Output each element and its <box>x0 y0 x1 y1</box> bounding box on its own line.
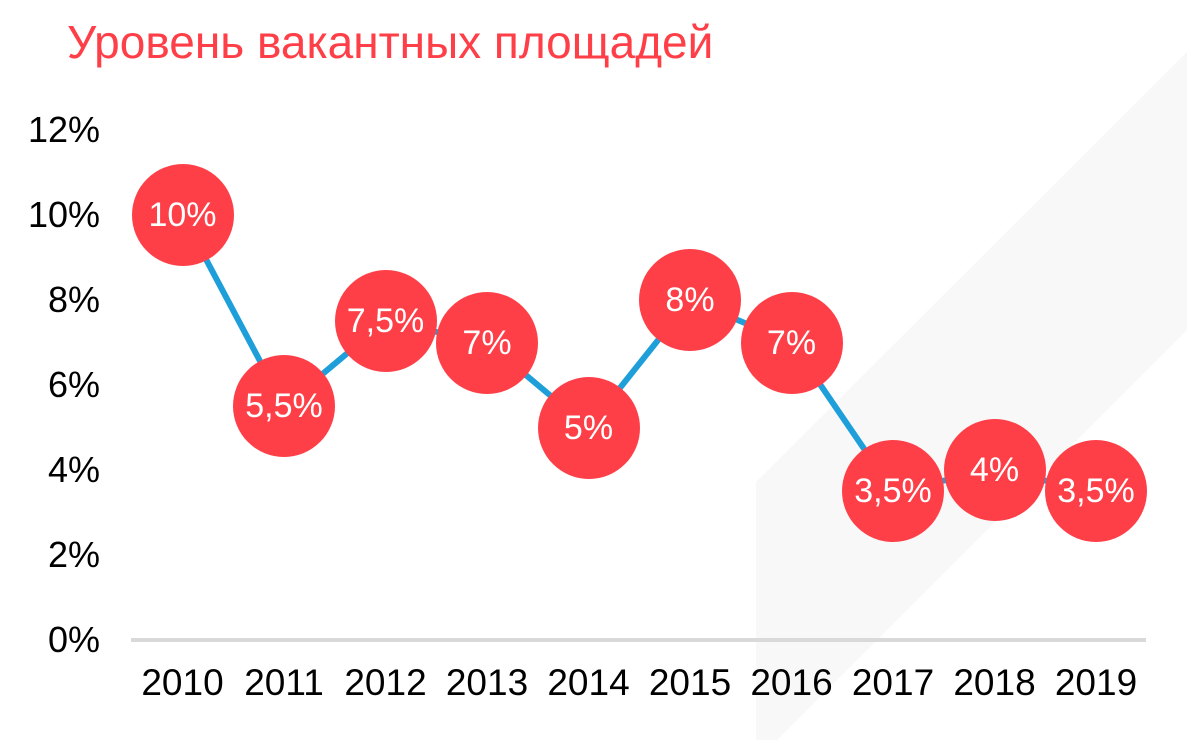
x-tick-label: 2015 <box>648 662 732 703</box>
data-point-marker: 8% <box>639 249 741 351</box>
data-point-label: 7% <box>462 323 512 362</box>
y-tick-label: 4% <box>47 449 100 490</box>
data-point-label: 8% <box>665 281 715 319</box>
data-point-marker: 10% <box>131 164 234 266</box>
data-point-marker: 3,5% <box>842 440 944 543</box>
data-point-label: 4% <box>969 451 1020 489</box>
x-tick-label: 2018 <box>953 662 1036 703</box>
data-point-label: 3,5% <box>1057 472 1135 511</box>
y-tick-label: 6% <box>47 364 100 405</box>
data-point-label: 3,5% <box>854 472 932 511</box>
data-point-marker: 5% <box>537 376 640 479</box>
x-tick-label: 2019 <box>1054 662 1138 703</box>
y-tick-label: 8% <box>47 279 100 320</box>
x-tick-label: 2014 <box>547 662 630 703</box>
data-point-label: 10% <box>148 196 217 234</box>
x-tick-label: 2012 <box>344 662 427 703</box>
x-tick-label: 2010 <box>141 662 224 703</box>
x-tick-label: 2017 <box>851 662 935 703</box>
x-tick-label: 2013 <box>445 662 529 703</box>
y-tick-label: 12% <box>27 109 100 150</box>
chart-title: Уровень вакантных площадей <box>67 16 714 68</box>
x-tick-label: 2016 <box>750 662 833 703</box>
data-point-marker: 3,5% <box>1045 440 1147 543</box>
data-point-label: 5,5% <box>245 387 323 426</box>
data-point-marker: 7% <box>740 291 843 394</box>
background-diagonal-shape <box>756 52 1187 740</box>
data-point-marker: 4% <box>943 419 1046 521</box>
data-point-label: 5% <box>563 408 614 447</box>
y-tick-label: 2% <box>47 534 100 575</box>
data-point-marker: 7% <box>436 291 538 394</box>
data-point-marker: 7,5% <box>334 270 437 373</box>
y-tick-label: 0% <box>47 619 100 660</box>
data-point-label: 7,5% <box>346 302 425 341</box>
data-point-label: 7% <box>766 323 817 362</box>
y-tick-label: 10% <box>27 194 100 235</box>
data-point-marker: 5,5% <box>233 355 335 458</box>
x-tick-label: 2011 <box>244 662 324 703</box>
